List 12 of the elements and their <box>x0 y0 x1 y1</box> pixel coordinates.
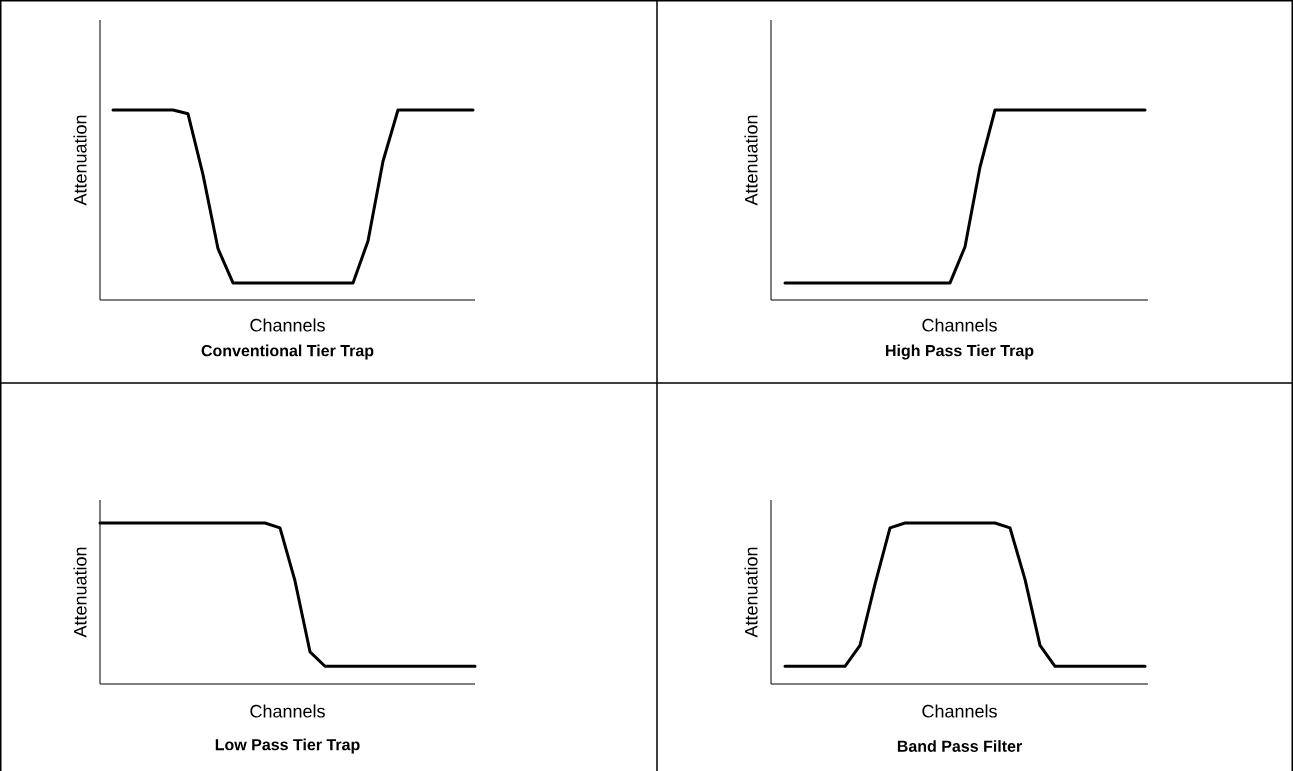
text: Band Pass Filter <box>897 740 1022 752</box>
x-axis-title: Channels <box>922 318 997 332</box>
y-axis-title: Attenuation <box>73 115 87 206</box>
y-axis-title: Attenuation <box>73 547 87 638</box>
x-axis-title: Channels <box>922 704 997 718</box>
x-axis-title: Channels <box>250 704 325 718</box>
y-axis-title: Attenuation <box>744 115 758 206</box>
text: Conventional Tier Trap <box>201 344 374 360</box>
y-axis-title: Attenuation <box>744 547 758 638</box>
x-axis-title: Channels <box>250 318 325 332</box>
text: Low Pass Tier Trap <box>215 738 360 754</box>
text: High Pass Tier Trap <box>886 344 1034 360</box>
